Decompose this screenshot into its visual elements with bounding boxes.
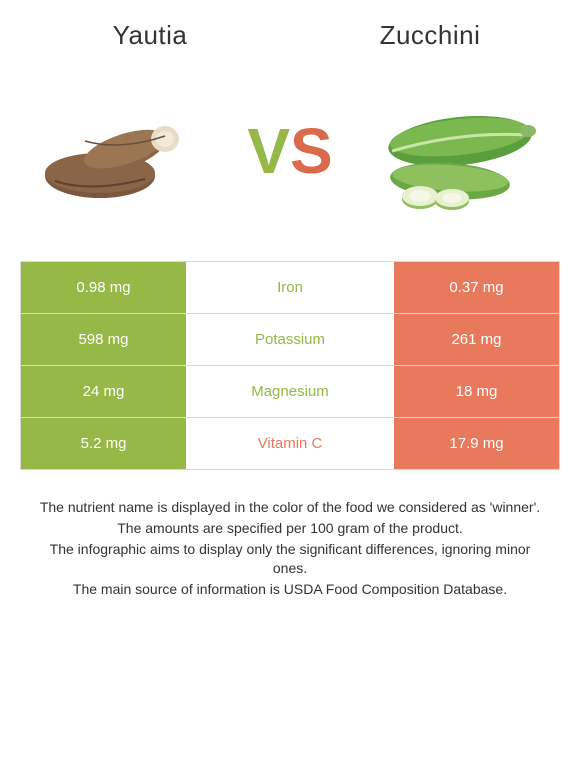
nutrient-value-right: 261 mg xyxy=(394,314,559,365)
food-image-right xyxy=(370,81,550,221)
footnote-line: The amounts are specified per 100 gram o… xyxy=(32,519,548,538)
nutrient-name: Potassium xyxy=(186,314,394,365)
nutrient-table: 0.98 mgIron0.37 mg598 mgPotassium261 mg2… xyxy=(20,261,560,470)
food-titles-row: Yautia Zucchini xyxy=(20,20,560,51)
nutrient-value-right: 17.9 mg xyxy=(394,418,559,469)
vs-v: V xyxy=(247,115,290,187)
hero-row: VS xyxy=(20,71,560,231)
vs-label: VS xyxy=(247,114,332,188)
nutrient-name: Iron xyxy=(186,262,394,313)
nutrient-value-left: 0.98 mg xyxy=(21,262,186,313)
nutrient-name: Vitamin C xyxy=(186,418,394,469)
footnote-line: The infographic aims to display only the… xyxy=(32,540,548,578)
nutrient-name: Magnesium xyxy=(186,366,394,417)
footnote-line: The main source of information is USDA F… xyxy=(32,580,548,599)
vs-s: S xyxy=(290,115,333,187)
nutrient-value-right: 18 mg xyxy=(394,366,559,417)
food-title-left: Yautia xyxy=(50,20,250,51)
nutrient-value-left: 24 mg xyxy=(21,366,186,417)
food-title-right: Zucchini xyxy=(330,20,530,51)
nutrient-row: 598 mgPotassium261 mg xyxy=(21,314,559,366)
nutrient-value-left: 5.2 mg xyxy=(21,418,186,469)
infographic-container: Yautia Zucchini VS xyxy=(0,0,580,610)
footnotes: The nutrient name is displayed in the co… xyxy=(20,498,560,598)
nutrient-row: 0.98 mgIron0.37 mg xyxy=(21,262,559,314)
nutrient-row: 24 mgMagnesium18 mg xyxy=(21,366,559,418)
nutrient-value-left: 598 mg xyxy=(21,314,186,365)
footnote-line: The nutrient name is displayed in the co… xyxy=(32,498,548,517)
nutrient-value-right: 0.37 mg xyxy=(394,262,559,313)
food-image-left xyxy=(30,81,210,221)
nutrient-row: 5.2 mgVitamin C17.9 mg xyxy=(21,418,559,470)
